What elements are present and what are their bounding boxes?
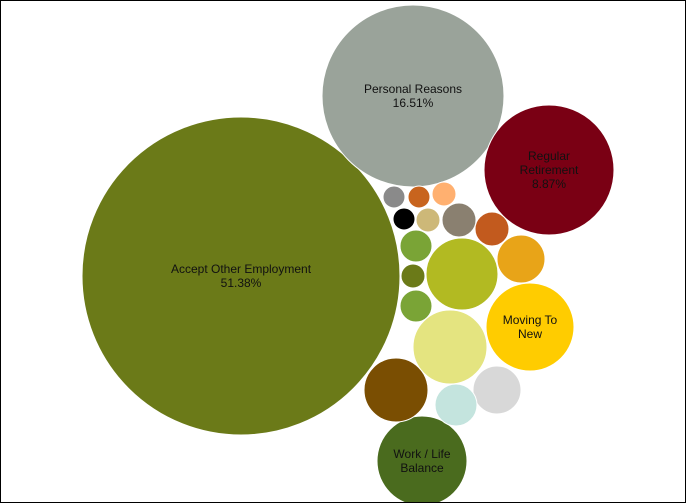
- bubble-circle[interactable]: [432, 182, 456, 206]
- bubble-label: Accept Other Employment: [171, 262, 312, 276]
- bubble-circle[interactable]: [435, 384, 477, 426]
- bubble-label: Moving To: [503, 313, 558, 327]
- bubble-9[interactable]: [473, 366, 521, 414]
- bubble-16[interactable]: [416, 208, 440, 232]
- bubble-18[interactable]: [383, 186, 405, 208]
- bubble-14[interactable]: [400, 290, 432, 322]
- bubble-6[interactable]: [426, 238, 498, 310]
- bubble-circle[interactable]: [475, 212, 509, 246]
- bubble-circle[interactable]: [400, 290, 432, 322]
- bubble-circle[interactable]: [400, 230, 432, 262]
- bubble-circle[interactable]: [473, 366, 521, 414]
- bubble-11[interactable]: [475, 212, 509, 246]
- bubble-label: Personal Reasons: [364, 82, 462, 96]
- bubble-17[interactable]: [393, 208, 415, 230]
- bubble-label: Balance: [400, 461, 444, 475]
- bubble-circle[interactable]: [413, 310, 487, 384]
- bubble-12[interactable]: [442, 203, 476, 237]
- bubble-circle[interactable]: [416, 208, 440, 232]
- bubble-circle[interactable]: [364, 358, 428, 422]
- bubble-label: 51.38%: [221, 276, 262, 290]
- bubble-circle[interactable]: [497, 235, 545, 283]
- bubble-circle[interactable]: [442, 203, 476, 237]
- bubble-5[interactable]: [413, 310, 487, 384]
- bubble-circle[interactable]: [383, 186, 405, 208]
- bubble-circle[interactable]: [393, 208, 415, 230]
- bubble-label: Retirement: [520, 163, 579, 177]
- bubble-label: 8.87%: [532, 177, 566, 191]
- bubble-label: New: [518, 327, 542, 341]
- bubble-label: 16.51%: [393, 96, 434, 110]
- bubble-label: Regular: [528, 149, 570, 163]
- bubble-10[interactable]: [435, 384, 477, 426]
- bubble-15[interactable]: [401, 264, 425, 288]
- bubble-label: Work / Life: [393, 447, 450, 461]
- bubble-19[interactable]: [408, 186, 430, 208]
- bubble-13[interactable]: [400, 230, 432, 262]
- bubble-circle[interactable]: [408, 186, 430, 208]
- bubble-7[interactable]: [364, 358, 428, 422]
- bubble-20[interactable]: [432, 182, 456, 206]
- bubble-circle[interactable]: [426, 238, 498, 310]
- bubble-8[interactable]: [497, 235, 545, 283]
- bubble-circle[interactable]: [401, 264, 425, 288]
